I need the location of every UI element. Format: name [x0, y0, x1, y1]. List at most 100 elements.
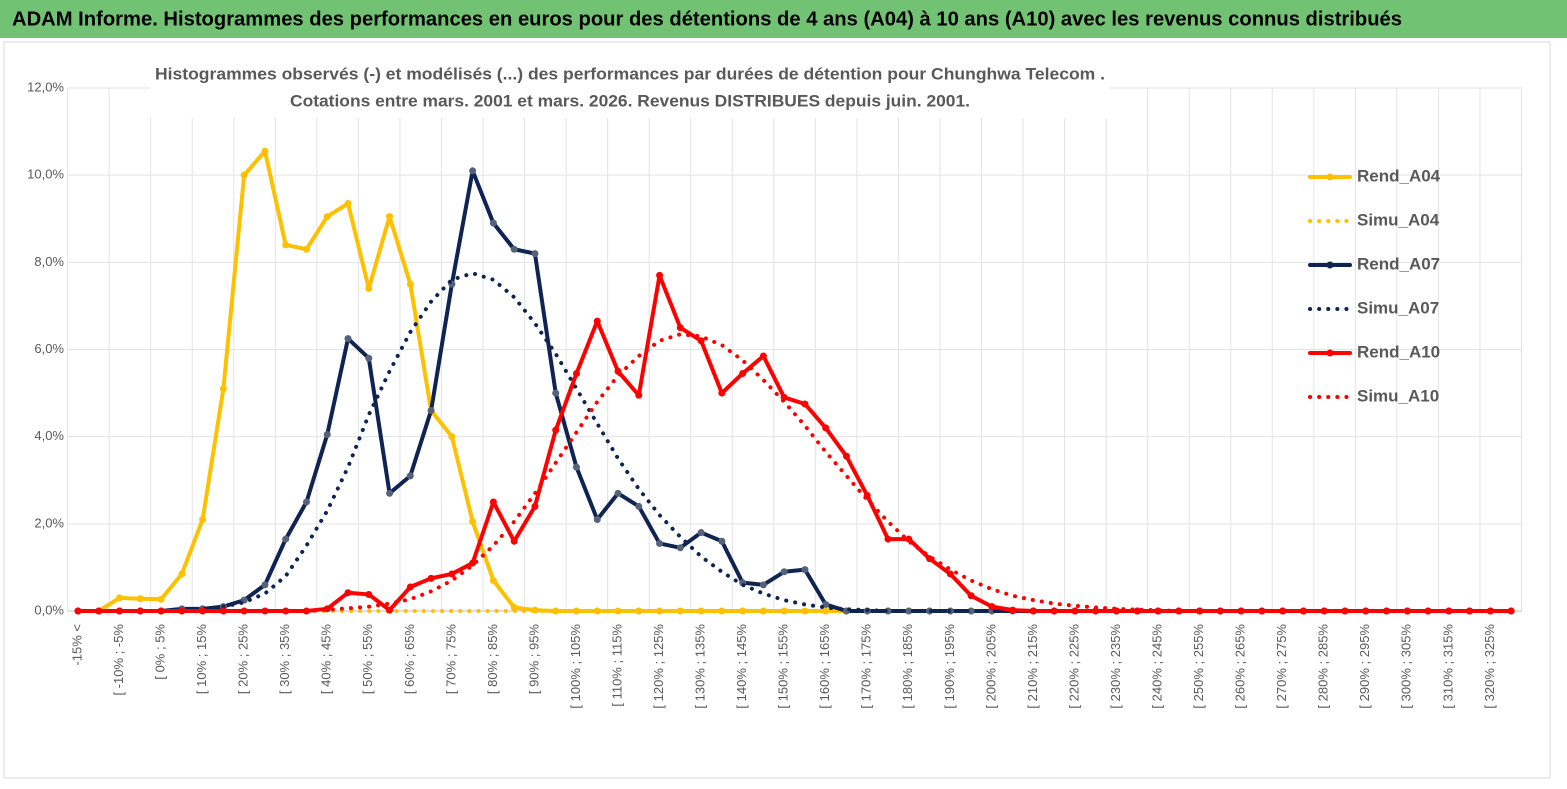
series-marker	[178, 570, 186, 578]
series-marker	[780, 568, 788, 576]
series-marker	[448, 570, 456, 578]
series-marker	[967, 607, 975, 615]
series-marker	[489, 576, 497, 584]
x-tick-label: [ 200% ; 205%	[983, 624, 998, 709]
series-marker	[1362, 607, 1370, 615]
series-marker	[718, 537, 726, 545]
series-marker	[469, 167, 477, 175]
x-tick-label: [ 300% ; 305%	[1399, 624, 1414, 709]
x-tick-label: [ 210% ; 215%	[1025, 624, 1040, 709]
series-marker	[552, 607, 560, 615]
series-marker	[739, 369, 747, 377]
series-line	[76, 271, 1514, 613]
series-marker	[656, 271, 664, 279]
x-tick-label: [ 50% ; 55%	[360, 624, 375, 695]
chart-title: Histogrammes observés (-) et modélisés (…	[155, 64, 1105, 83]
series-marker	[1424, 607, 1432, 615]
series-marker	[1507, 607, 1515, 615]
series-marker	[1050, 607, 1058, 615]
series-marker	[448, 433, 456, 441]
series-marker	[219, 385, 227, 393]
series-marker	[365, 590, 373, 598]
series-marker	[261, 581, 269, 589]
series-marker	[926, 555, 934, 563]
series-marker	[510, 604, 518, 612]
series-marker	[759, 607, 767, 615]
series-marker	[282, 535, 290, 543]
series-marker	[635, 502, 643, 510]
series-marker	[531, 250, 539, 258]
series-marker	[759, 581, 767, 589]
legend-label: Rend_A07	[1357, 254, 1440, 273]
x-tick-label: [ 160% ; 165%	[817, 624, 832, 709]
series-marker	[1029, 607, 1037, 615]
series-marker	[510, 245, 518, 253]
series-marker	[967, 592, 975, 600]
series-marker	[136, 595, 144, 603]
series-marker	[386, 489, 394, 497]
x-tick-label: [ 320% ; 325%	[1482, 624, 1497, 709]
series-marker	[1486, 607, 1494, 615]
legend-label: Rend_A10	[1357, 342, 1440, 361]
legend-label: Simu_A10	[1357, 386, 1439, 405]
series-line	[76, 273, 1514, 613]
x-tick-label: [ 190% ; 195%	[942, 624, 957, 709]
series-marker	[199, 515, 207, 523]
series-marker	[676, 544, 684, 552]
legend-marker	[1326, 173, 1334, 181]
y-tick-label: 8,0%	[34, 254, 64, 269]
header-title: ADAM Informe. Histogrammes des performan…	[12, 8, 1402, 30]
series-marker	[531, 502, 539, 510]
x-tick-label: [ 70% ; 75%	[443, 624, 458, 695]
series-marker	[552, 426, 560, 434]
y-tick-label: 2,0%	[34, 515, 64, 530]
x-tick-label: [ 310% ; 315%	[1440, 624, 1455, 709]
series-marker	[386, 606, 394, 614]
x-tick-label: [ 120% ; 125%	[651, 624, 666, 709]
series-marker	[801, 566, 809, 574]
x-tick-label: [ 90% ; 95%	[526, 624, 541, 695]
series-marker	[1341, 607, 1349, 615]
x-tick-label: [ 150% ; 155%	[776, 624, 791, 709]
series-marker	[572, 463, 580, 471]
series-marker	[406, 280, 414, 288]
series-marker	[593, 317, 601, 325]
series-marker	[282, 241, 290, 249]
series-marker	[489, 498, 497, 506]
series-marker	[697, 607, 705, 615]
y-tick-label: 10,0%	[27, 167, 64, 182]
series-marker	[572, 369, 580, 377]
series-marker	[1071, 607, 1079, 615]
title-background	[150, 60, 1110, 118]
series-marker	[344, 199, 352, 207]
series-marker	[469, 518, 477, 526]
header-bar	[0, 0, 1567, 38]
series-marker	[406, 583, 414, 591]
x-tick-label: [ 130% ; 135%	[693, 624, 708, 709]
x-tick-label: [ 220% ; 225%	[1066, 624, 1081, 709]
series-marker	[323, 213, 331, 221]
legend-marker	[1326, 349, 1334, 357]
x-tick-label: [ 40% ; 45%	[319, 624, 334, 695]
series-marker	[635, 391, 643, 399]
series-marker	[946, 570, 954, 578]
series-marker	[614, 607, 622, 615]
series-marker	[593, 515, 601, 523]
series-marker	[759, 352, 767, 360]
x-tick-label: [ -10% ; -5%	[111, 624, 126, 696]
series-marker	[656, 539, 664, 547]
y-tick-label: 4,0%	[34, 428, 64, 443]
x-tick-label: [ 100% ; 105%	[568, 624, 583, 709]
series-marker	[199, 607, 207, 615]
series-marker	[842, 452, 850, 460]
series-marker	[614, 489, 622, 497]
series-marker	[1092, 607, 1100, 615]
x-tick-label: [ 240% ; 245%	[1149, 624, 1164, 709]
series-marker	[905, 607, 913, 615]
series-marker	[323, 430, 331, 438]
series-marker	[116, 607, 124, 615]
series-marker	[427, 407, 435, 415]
x-tick-label: [ 0% ; 5%	[153, 624, 168, 680]
series-marker	[116, 594, 124, 602]
